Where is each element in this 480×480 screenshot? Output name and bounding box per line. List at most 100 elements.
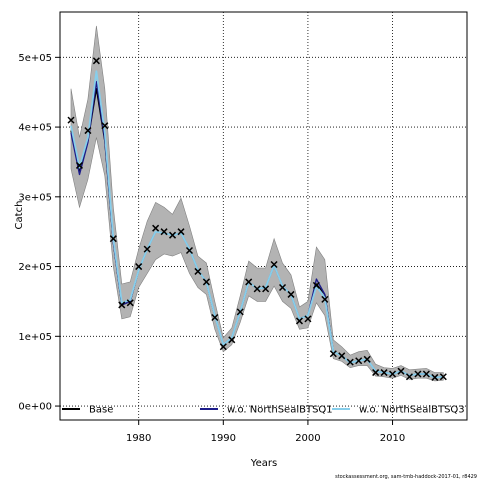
- observed-point-stroke: [126, 299, 134, 307]
- legend: Base w.o. NorthSealBTSQ1 w.o. NorthSealBTS…: [62, 405, 465, 416]
- observed-point: [211, 313, 219, 322]
- observed-point: [431, 373, 439, 381]
- observed-point-stroke: [219, 343, 227, 351]
- grid-lines: [60, 12, 467, 420]
- observed-point-stroke: [245, 278, 253, 286]
- observed-point: [287, 290, 295, 298]
- observed-point-stroke: [202, 278, 210, 286]
- y-tick-label: 2e+05: [18, 262, 52, 273]
- observed-point: [135, 263, 143, 271]
- observed-point: [101, 122, 109, 130]
- observed-point-stroke: [304, 315, 312, 323]
- observed-point: [262, 285, 270, 293]
- observed-point: [202, 278, 210, 286]
- observed-point: [143, 245, 151, 253]
- observed-point-stroke: [431, 373, 439, 381]
- observed-point-stroke: [397, 367, 405, 375]
- observed-point: [439, 373, 447, 381]
- observed-point: [109, 235, 117, 243]
- observed-point-stroke: [321, 295, 329, 303]
- observed-point: [422, 370, 430, 378]
- y-axis-label: Catch: [14, 201, 25, 230]
- observed-point: [397, 367, 405, 375]
- confidence-band-layer: [70, 25, 444, 382]
- observed-point-stroke: [372, 369, 380, 377]
- observed-point: [414, 370, 422, 378]
- observed-point-stroke: [194, 267, 202, 275]
- observed-point-stroke: [439, 373, 447, 381]
- observed-point: [355, 357, 363, 365]
- observed-point-stroke: [135, 263, 143, 271]
- observed-point-stroke: [287, 290, 295, 298]
- observed-point-stroke: [312, 281, 320, 289]
- x-tick-label: 1980: [126, 433, 151, 444]
- observed-point-stroke: [270, 260, 278, 269]
- confidence-band: [70, 25, 444, 382]
- observed-point-stroke: [262, 285, 270, 293]
- observed-point-stroke: [279, 283, 287, 292]
- observed-point: [92, 57, 100, 65]
- observed-point: [194, 267, 202, 275]
- x-tick-label: 2010: [380, 433, 405, 444]
- legend-label-2: w.o. NorthSealBTSQ3: [359, 405, 465, 416]
- observed-point-stroke: [414, 370, 422, 378]
- observed-point-stroke: [228, 336, 236, 344]
- y-tick-label: 3e+05: [18, 192, 52, 203]
- observed-point: [126, 299, 134, 307]
- observed-point: [236, 308, 244, 316]
- observed-point: [304, 315, 312, 323]
- observed-point: [253, 285, 261, 293]
- observed-point-stroke: [118, 301, 126, 309]
- observed-point-stroke: [143, 245, 151, 253]
- observed-point: [329, 350, 337, 358]
- observed-point: [405, 373, 413, 381]
- observed-point: [295, 317, 303, 325]
- observed-point-stroke: [422, 370, 430, 378]
- observed-point-stroke: [380, 369, 388, 377]
- series-line-1: [70, 80, 444, 379]
- observed-point-stroke: [177, 228, 185, 236]
- x-tick-label: 1990: [211, 433, 236, 444]
- observed-point: [185, 246, 193, 255]
- observed-point: [389, 370, 397, 378]
- observed-point: [312, 281, 320, 289]
- observed-point-stroke: [236, 308, 244, 316]
- x-axis-label: Years: [250, 458, 277, 469]
- series-line-0: [70, 87, 444, 379]
- observed-point-stroke: [169, 231, 177, 239]
- observed-point-stroke: [329, 350, 337, 358]
- observed-point: [228, 336, 236, 344]
- observed-point-stroke: [355, 357, 363, 365]
- observed-point: [118, 301, 126, 309]
- observed-point: [363, 355, 371, 363]
- observed-point: [160, 228, 168, 236]
- observed-point-stroke: [92, 57, 100, 65]
- observed-point-stroke: [338, 352, 346, 360]
- observed-point: [75, 161, 83, 169]
- series-line-2: [70, 70, 444, 379]
- observed-point: [321, 295, 329, 303]
- observed-point-stroke: [109, 235, 117, 243]
- observed-point: [372, 369, 380, 377]
- observed-point: [169, 231, 177, 239]
- y-axis: 0e+00 1e+05 2e+05 3e+05 4e+05 5e+05: [18, 53, 60, 413]
- legend-label-1: w.o. NorthSealBTSQ1: [227, 405, 333, 416]
- observed-point: [67, 116, 75, 124]
- observed-point-stroke: [160, 228, 168, 236]
- footnote-text: stockassessment.org, sam-tmb-haddock-201…: [335, 474, 477, 480]
- x-axis: 1980 1990 2000 2010: [126, 420, 405, 444]
- observed-point-stroke: [101, 122, 109, 130]
- observed-point-stroke: [253, 285, 261, 293]
- observed-point: [152, 224, 160, 232]
- observed-point-stroke: [211, 313, 219, 322]
- observed-point: [177, 228, 185, 236]
- observed-point-stroke: [295, 317, 303, 325]
- y-tick-label: 5e+05: [18, 53, 52, 64]
- y-tick-label: 0e+00: [18, 402, 52, 413]
- observed-point: [380, 369, 388, 377]
- observed-points-layer: [67, 57, 447, 381]
- observed-point-stroke: [75, 161, 83, 169]
- x-tick-label: 2000: [295, 433, 320, 444]
- observed-point-stroke: [185, 246, 193, 255]
